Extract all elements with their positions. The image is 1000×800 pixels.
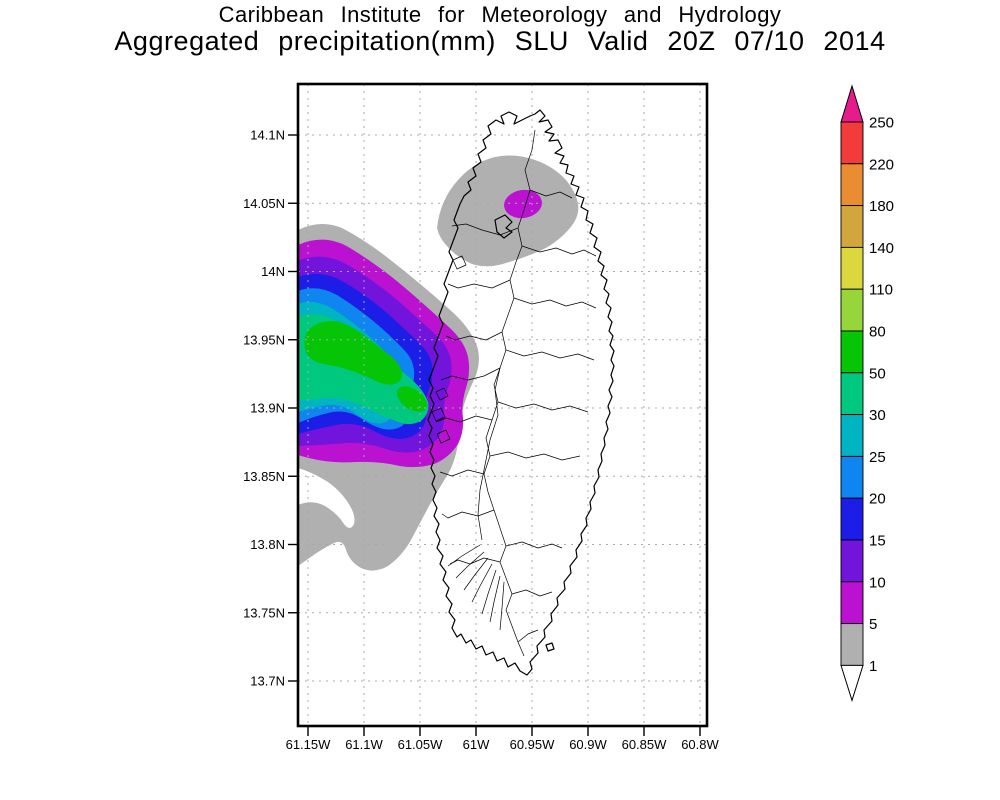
colorbar-segment (840, 121, 864, 165)
lat-tick-label: 14.1N (250, 128, 285, 143)
watershed-boundaries (431, 129, 597, 657)
colorbar-boundary-label: 1 (869, 658, 877, 675)
figure-title: Caribbean Institute for Meteorology and … (0, 2, 1000, 55)
colorbar-boundary-label: 140 (869, 240, 894, 257)
plot-border (296, 82, 709, 728)
lat-tick-label: 13.8N (250, 537, 285, 552)
colorbar-boundary-label: 30 (869, 407, 886, 424)
lon-tick-label: 61.15W (286, 737, 332, 752)
colorbar-boundary-label: 220 (869, 156, 894, 173)
lat-tick-label: 13.7N (250, 674, 285, 689)
colorbar-boundary-label: 80 (869, 324, 886, 341)
lat-tick-label: 13.75N (243, 605, 285, 620)
lat-tick-label: 13.95N (243, 332, 285, 347)
lat-tick-label: 13.9N (250, 401, 285, 416)
lon-tick-label: 61W (463, 737, 490, 752)
colorbar-segment (840, 246, 864, 290)
colorbar-segment (840, 539, 864, 583)
lat-tick-label: 14.05N (243, 196, 285, 211)
island-coastline (427, 109, 615, 676)
colorbar-boundary-label: 50 (869, 365, 886, 382)
colorbar-boundary-label: 25 (869, 449, 886, 466)
title-product: Aggregated precipitation(mm) SLU Valid 2… (114, 26, 886, 56)
colorbar-below-min-arrow (840, 664, 864, 703)
lat-tick-label: 14N (261, 264, 285, 279)
colorbar-boundary-label: 250 (869, 115, 894, 132)
colorbar-boundary-label: 180 (869, 198, 894, 215)
lon-tick-label: 61.1W (345, 737, 383, 752)
colorbar-segment (840, 455, 864, 499)
axis-ticks (288, 134, 701, 736)
colorbar-segment (840, 288, 864, 332)
lon-tick-label: 60.9W (569, 737, 607, 752)
lon-tick-label: 60.85W (622, 737, 668, 752)
precip-band-west-50mm (304, 321, 403, 385)
lon-tick-label: 60.8W (681, 737, 719, 752)
colorbar-legend: 250 220 180 140 110 80 50 30 25 20 15 10 5 1 (840, 84, 894, 703)
islet-pigeon (494, 214, 513, 239)
lon-tick-label: 60.95W (510, 737, 556, 752)
colorbar-boundary-label: 20 (869, 491, 886, 508)
colorbar-segment (840, 205, 864, 248)
lat-tick-label: 13.85N (243, 469, 285, 484)
axis-labels: 14.1N 14.05N 14N 13.95N 13.9N 13.85N 13.8N 13.7… (243, 128, 719, 753)
title-institution: Caribbean Institute for Meteorology and … (218, 2, 782, 27)
colorbar-boundary-label: 110 (869, 282, 893, 299)
colorbar-segment (840, 414, 864, 457)
islet-maria (545, 642, 555, 652)
colorbar-boundary-label: 15 (869, 533, 886, 550)
colorbar-above-max-arrow (840, 84, 864, 123)
colorbar-segment (840, 330, 864, 374)
colorbar-segment (840, 623, 864, 666)
colorbar-boundary-label: 5 (869, 616, 877, 633)
colorbar-segment (840, 163, 864, 207)
colorbar-segment (840, 497, 864, 541)
precipitation-bands (298, 155, 579, 571)
colorbar-segment (840, 372, 864, 416)
lon-tick-label: 61.05W (398, 737, 444, 752)
colorbar-segment (840, 581, 864, 625)
colorbar-boundary-label: 10 (869, 574, 886, 591)
